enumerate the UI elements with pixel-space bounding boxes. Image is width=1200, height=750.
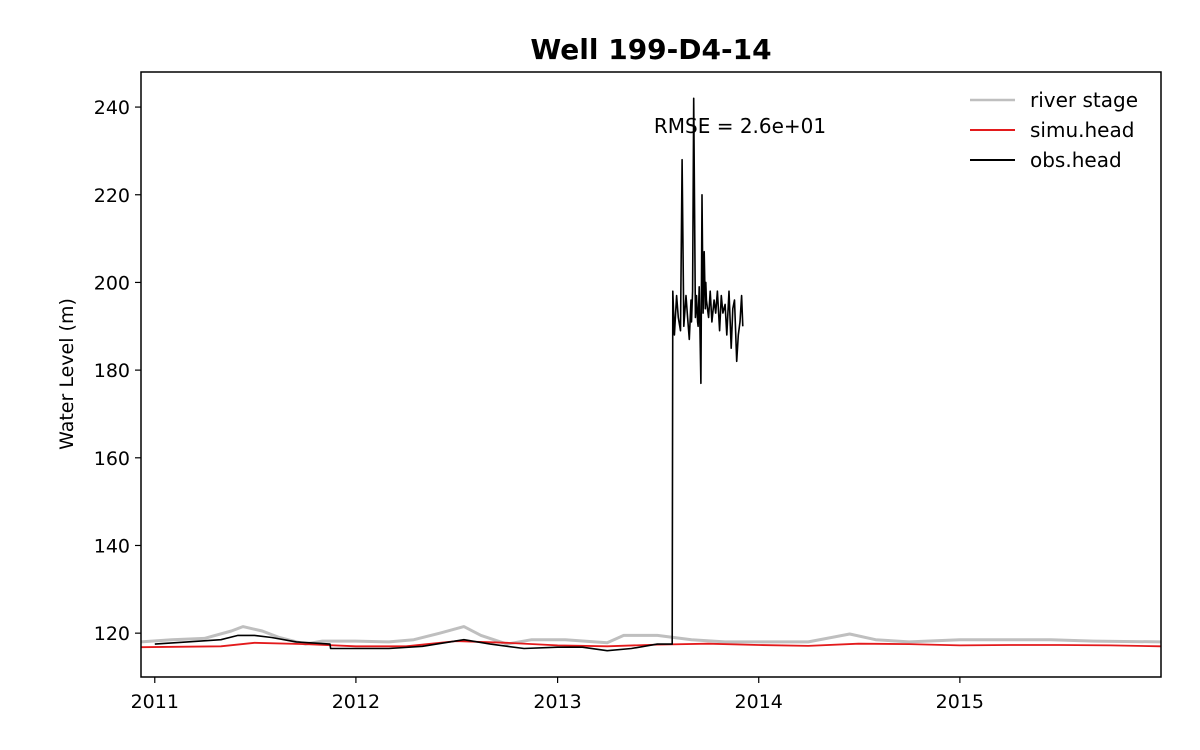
rmse-annotation: RMSE = 2.6e+01: [654, 114, 826, 138]
y-axis-label: Water Level (m): [56, 298, 78, 450]
y-tick-label: 240: [94, 97, 130, 119]
x-tick-label: 2011: [131, 691, 179, 713]
legend-label: obs.head: [1030, 148, 1122, 172]
series-layer: [140, 97, 1162, 652]
y-tick-label: 140: [94, 535, 130, 557]
chart-title: Well 199-D4-14: [530, 33, 771, 66]
y-tick-label: 160: [94, 448, 130, 470]
x-tick-label: 2012: [332, 691, 380, 713]
y-tick-label: 120: [94, 623, 130, 645]
series-line-obs-head: [154, 97, 744, 652]
y-tick-label: 220: [94, 185, 130, 207]
plot-frame: [140, 71, 1162, 678]
y-tick-label: 200: [94, 272, 130, 294]
legend-label: river stage: [1030, 88, 1138, 112]
y-tick-label: 180: [94, 360, 130, 382]
x-tick-label: 2013: [533, 691, 581, 713]
legend-label: simu.head: [1030, 118, 1134, 142]
x-tick-label: 2015: [936, 691, 984, 713]
legend: river stage simu.head obs.head: [970, 88, 1138, 172]
axes-layer: 120 140 160 180 200 220 240 2011 2012 2013 2014 201…: [94, 71, 1162, 713]
series-line-river-stage: [140, 625, 1162, 646]
x-tick-label: 2014: [735, 691, 783, 713]
